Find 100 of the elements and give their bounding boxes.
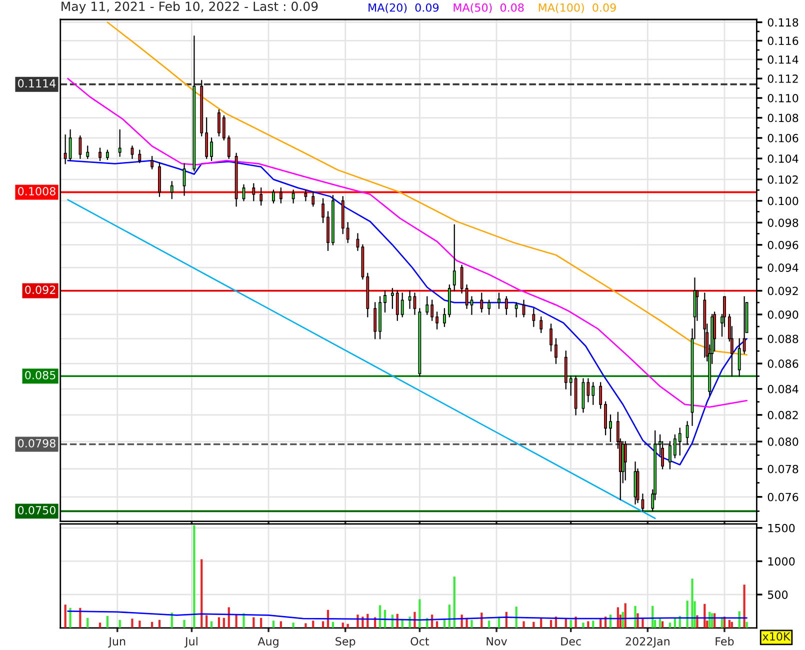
candlestick bbox=[569, 376, 572, 396]
candlestick bbox=[480, 292, 484, 313]
bar bbox=[414, 612, 416, 628]
candlestick bbox=[138, 150, 142, 164]
candlestick bbox=[586, 378, 590, 402]
ref-line-label: 0.1008 bbox=[18, 187, 56, 196]
bar bbox=[582, 622, 584, 628]
bar bbox=[260, 618, 262, 628]
bar bbox=[587, 621, 590, 628]
bar bbox=[659, 618, 662, 628]
y-tick-label: 500 bbox=[768, 590, 788, 599]
text: x10K bbox=[762, 632, 791, 641]
bar bbox=[228, 607, 230, 628]
candlestick bbox=[98, 148, 102, 162]
candlestick bbox=[304, 190, 308, 202]
candlestick bbox=[504, 296, 508, 316]
bar bbox=[252, 617, 255, 628]
bar bbox=[356, 614, 359, 628]
bar bbox=[98, 622, 102, 628]
x-tick-label: 2022Jan bbox=[626, 637, 670, 648]
candlestick bbox=[413, 292, 416, 316]
candlestick bbox=[460, 264, 464, 294]
candlestick bbox=[218, 109, 220, 136]
y-tick-label: 0.100 bbox=[768, 196, 798, 206]
y-tick-label: 0.118 bbox=[768, 18, 798, 27]
candlestick bbox=[106, 150, 109, 160]
y-tick-label: 0.092 bbox=[768, 286, 798, 296]
y-tick-label: 0.094 bbox=[768, 264, 798, 272]
candlestick bbox=[408, 290, 412, 310]
text: MA(20) 0.09 bbox=[368, 3, 439, 14]
bar bbox=[488, 620, 490, 628]
candlestick bbox=[554, 338, 558, 364]
x-tick-label: Feb bbox=[716, 636, 734, 646]
candlestick bbox=[550, 324, 552, 352]
candlestick bbox=[604, 401, 607, 436]
bar bbox=[86, 618, 89, 628]
candlestick bbox=[436, 312, 438, 330]
bar bbox=[292, 622, 294, 628]
bar bbox=[453, 576, 456, 628]
candlestick bbox=[609, 414, 612, 442]
candlestick bbox=[686, 420, 689, 445]
bar bbox=[342, 622, 344, 628]
candlestick bbox=[205, 117, 208, 160]
y-tick-label: 0.076 bbox=[768, 492, 798, 502]
candlestick bbox=[292, 190, 295, 204]
bar bbox=[304, 623, 307, 628]
ref-line-label: 0.0798 bbox=[18, 439, 56, 448]
bar bbox=[443, 620, 446, 628]
candlestick bbox=[150, 156, 154, 170]
candlestick bbox=[592, 382, 595, 405]
candlestick bbox=[322, 198, 325, 224]
candlestick bbox=[374, 302, 377, 340]
y-tick-label: 0.108 bbox=[768, 114, 798, 122]
candlestick bbox=[252, 183, 256, 202]
candlestick bbox=[86, 146, 90, 160]
candlestick bbox=[624, 441, 627, 481]
bar bbox=[668, 622, 672, 628]
x-tick-label: Dec bbox=[561, 637, 581, 646]
bar bbox=[470, 620, 473, 628]
ref-line-label: 0.092 bbox=[25, 286, 56, 294]
bar bbox=[312, 620, 314, 628]
y-tick-label: 0.090 bbox=[768, 310, 798, 319]
bar bbox=[158, 620, 161, 628]
x-tick-label: Nov bbox=[486, 637, 508, 646]
line-series bbox=[67, 610, 748, 621]
candlestick bbox=[742, 296, 746, 354]
bar bbox=[118, 620, 121, 628]
bar bbox=[743, 584, 746, 628]
candlestick bbox=[514, 302, 518, 318]
y-tick-label: 0.116 bbox=[768, 36, 798, 46]
candlestick bbox=[599, 382, 602, 409]
candlestick bbox=[488, 300, 491, 316]
bar bbox=[183, 620, 186, 628]
candlestick bbox=[738, 338, 741, 377]
bar bbox=[634, 606, 636, 628]
candlestick bbox=[498, 292, 500, 310]
bar bbox=[106, 616, 108, 628]
bar bbox=[728, 620, 730, 628]
bar bbox=[746, 622, 748, 628]
bar bbox=[222, 618, 225, 628]
bar bbox=[322, 621, 324, 628]
candlestick bbox=[312, 192, 315, 207]
line-series bbox=[67, 160, 748, 466]
candlestick bbox=[673, 434, 676, 458]
bar bbox=[592, 620, 594, 628]
y-tick-label: 0.078 bbox=[768, 464, 798, 474]
candlestick bbox=[452, 224, 456, 292]
candlestick bbox=[227, 135, 230, 160]
bar bbox=[200, 559, 203, 628]
x-tick-label: Jul bbox=[184, 636, 198, 648]
candlestick bbox=[118, 129, 122, 157]
bar bbox=[550, 620, 552, 628]
y-tick-label: 1500 bbox=[768, 524, 795, 532]
candlestick bbox=[426, 296, 429, 316]
bar bbox=[522, 621, 525, 628]
x-tick-label: Aug bbox=[258, 637, 278, 648]
candlestick bbox=[210, 137, 213, 162]
candlestick bbox=[222, 115, 226, 141]
x-tick-label: Sep bbox=[336, 637, 356, 648]
candlestick bbox=[668, 441, 672, 470]
